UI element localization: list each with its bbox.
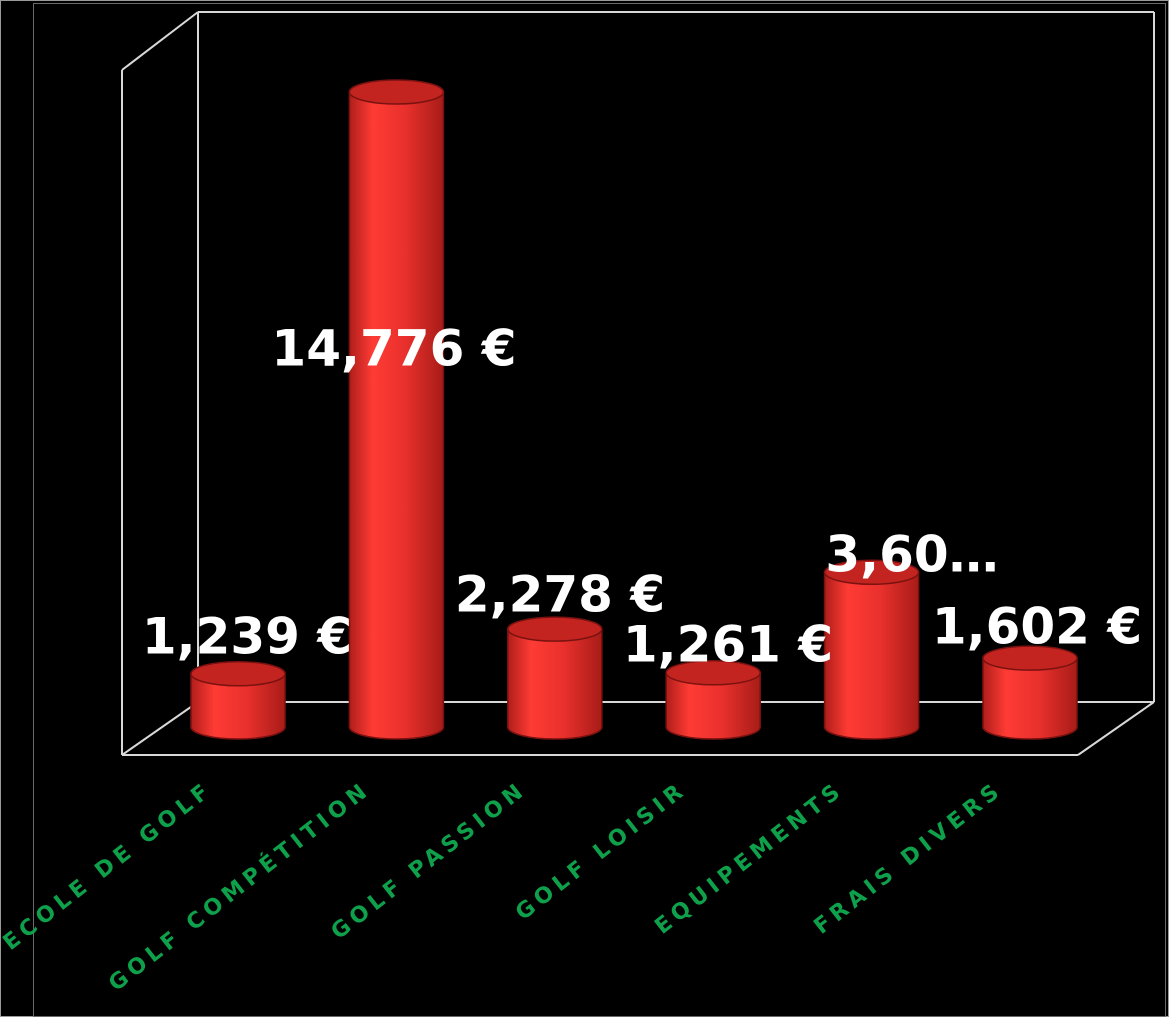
bar-6 — [982, 645, 1078, 740]
bar-top — [190, 661, 286, 687]
bar-body — [190, 673, 286, 740]
value-label: 14,776 € — [271, 320, 516, 378]
value-label: 1,261 € — [623, 616, 833, 674]
value-label: 3,60… — [825, 526, 998, 584]
axis-depth-bottom — [121, 701, 199, 756]
bars-group — [190, 79, 1078, 740]
bar-body — [982, 657, 1078, 740]
bar-body — [507, 628, 603, 740]
bar-4 — [665, 660, 761, 740]
bar-top — [507, 616, 603, 642]
bar-3 — [507, 616, 603, 740]
axis-depth-top — [121, 11, 199, 71]
bar-5 — [823, 559, 920, 740]
bar-body — [823, 571, 920, 740]
bar-top — [982, 645, 1078, 671]
bar-2 — [348, 79, 445, 740]
bar-body — [665, 672, 761, 740]
bar-top — [348, 79, 445, 105]
axis-depth-right — [1077, 701, 1155, 756]
bar-top — [665, 660, 761, 686]
bar-body — [348, 91, 445, 740]
value-label: 1,602 € — [932, 598, 1142, 656]
value-label: 2,278 € — [455, 566, 665, 624]
value-label: 1,239 € — [142, 608, 352, 666]
bar-top — [823, 559, 920, 586]
data-labels-group: 1,239 € 14,776 € 2,278 €1,261 € 3,60… 1,602 … — [142, 320, 1142, 674]
bar-1 — [190, 661, 286, 740]
